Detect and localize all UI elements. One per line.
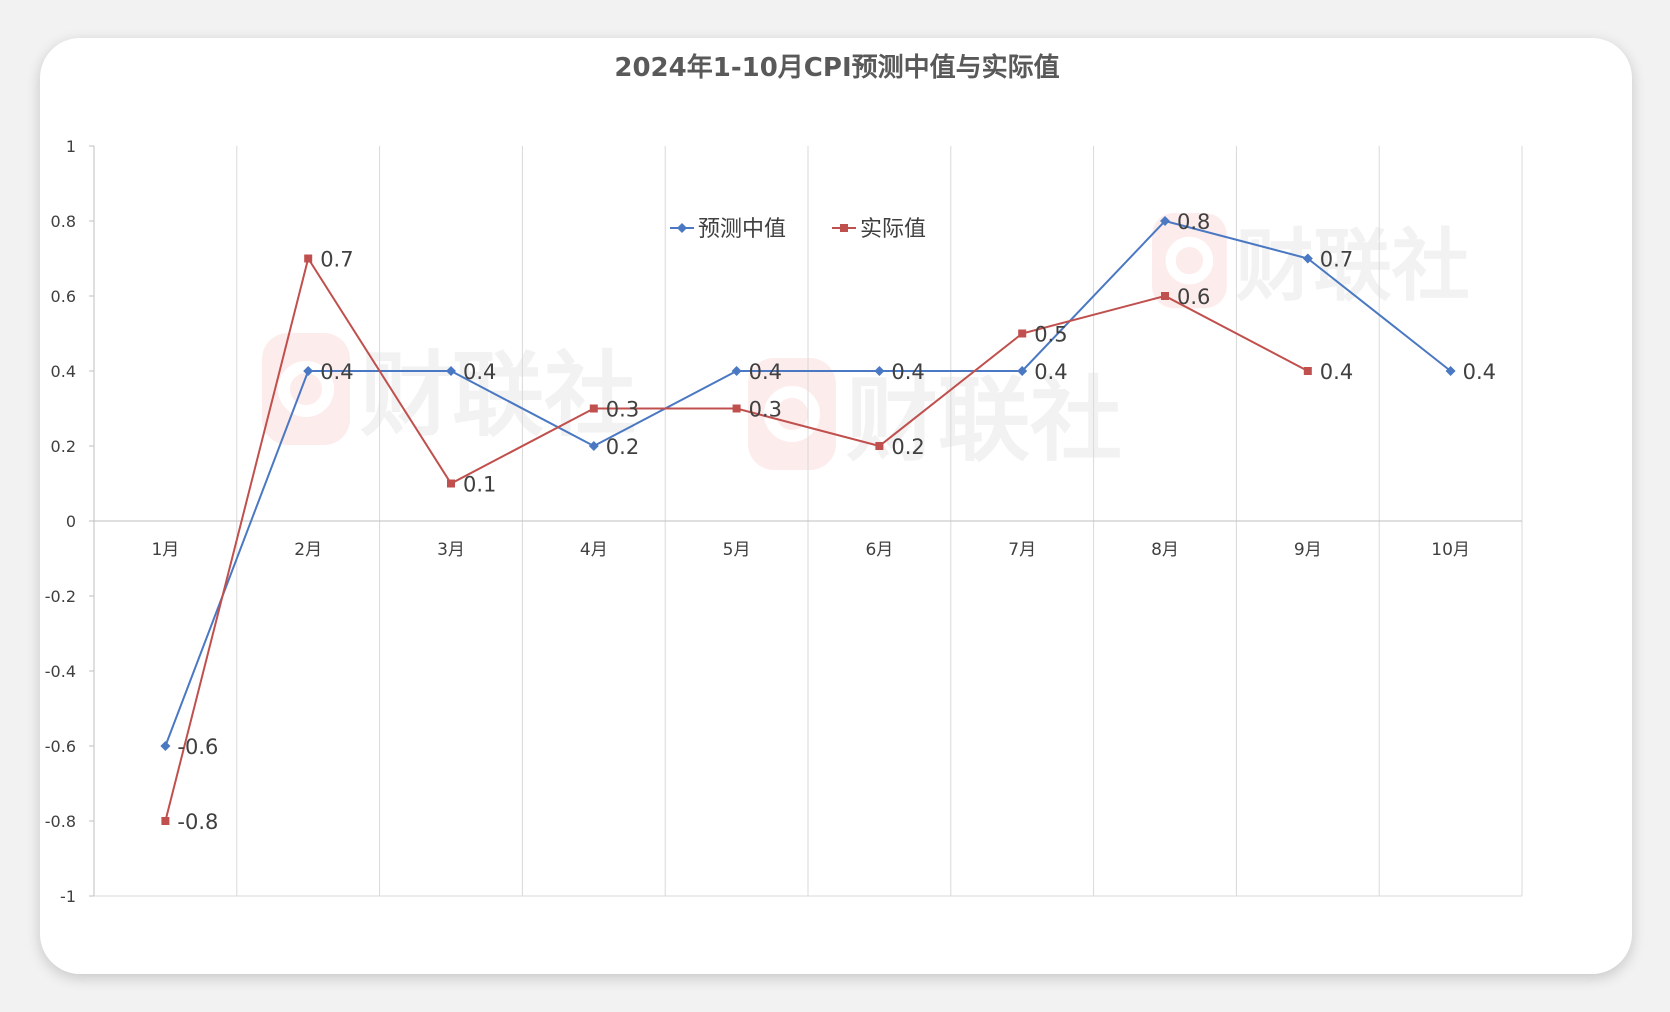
data-label: 0.6 <box>1177 285 1210 309</box>
data-label: 0.4 <box>1034 360 1067 384</box>
data-label-layer: -0.6 0.4 0.4 0.2 0.4 0.4 0.4 0.8 0.7 0.4 -0.8 0.7 0.… <box>177 210 1496 834</box>
x-tick-label: 3月 <box>437 540 465 560</box>
point-marker <box>1017 366 1028 376</box>
x-tick-label: 5月 <box>723 540 751 560</box>
legend-label: 实际值 <box>860 217 926 242</box>
series-layer <box>160 216 1456 825</box>
watermark-text: 财联社 <box>846 367 1122 474</box>
x-tick-label: 6月 <box>865 540 893 560</box>
y-tick-label: -1 <box>60 887 76 906</box>
point-marker <box>447 479 455 488</box>
watermark-logo-ring <box>1165 236 1214 285</box>
data-label: 0.5 <box>1034 323 1067 347</box>
point-marker <box>304 254 313 263</box>
y-tick-label: -0.2 <box>45 587 76 606</box>
watermark-logo-icon <box>748 358 836 470</box>
y-tick-label: 0.8 <box>51 212 76 231</box>
x-tick-label: 8月 <box>1151 540 1179 560</box>
point-marker <box>1018 329 1027 338</box>
y-tick-label: -0.4 <box>45 662 76 681</box>
y-tick-label: 0 <box>66 512 76 531</box>
point-marker <box>303 366 314 376</box>
data-label: 0.8 <box>1177 210 1210 234</box>
data-label: 0.4 <box>749 360 782 384</box>
watermark-1: 财联社 <box>748 358 1122 474</box>
watermark-logo-ring <box>278 361 334 417</box>
data-label: 0.4 <box>1463 360 1496 384</box>
point-marker <box>446 366 456 376</box>
legend-label: 预测中值 <box>698 217 786 242</box>
point-marker <box>1303 367 1312 375</box>
point-marker <box>160 741 171 751</box>
data-label: 0.4 <box>463 360 496 384</box>
watermark-2: 财联社 <box>1152 213 1470 312</box>
watermark-0: 财联社 <box>262 333 636 449</box>
legend-marker <box>677 223 687 233</box>
legend: 预测中值 实际值 <box>670 217 926 242</box>
y-tick-label: 0.6 <box>51 287 76 306</box>
chart-title: 2024年1-10月CPI预测中值与实际值 <box>614 52 1059 83</box>
data-label: -0.6 <box>177 735 218 759</box>
axis-layer: 1 0.8 0.6 0.4 0.2 0 -0.2 -0.4 -0.6 -0.8 -1 1月 2月 3月 4月… <box>45 137 1522 906</box>
x-tick-label: 4月 <box>580 540 608 560</box>
data-label: 0.4 <box>320 360 353 384</box>
y-tick-label: -0.8 <box>45 812 76 831</box>
x-tick-label: 9月 <box>1294 540 1322 560</box>
x-tick-label: 7月 <box>1008 540 1036 560</box>
y-tick-label: 0.4 <box>51 362 76 381</box>
y-tick-label: -0.6 <box>45 737 76 756</box>
data-label: 0.7 <box>320 248 353 272</box>
data-label: 0.2 <box>606 435 639 459</box>
point-marker <box>161 817 170 825</box>
data-label: 0.2 <box>891 435 924 459</box>
legend-marker <box>840 224 848 232</box>
data-label: 0.4 <box>1320 360 1353 384</box>
data-label: 0.3 <box>749 398 782 422</box>
watermark-logo-ring <box>764 386 820 442</box>
data-label: -0.8 <box>177 810 218 834</box>
y-tick-label: 1 <box>66 137 76 156</box>
watermark-text: 财联社 <box>1235 221 1470 312</box>
x-tick-label: 2月 <box>294 540 322 560</box>
point-marker <box>1445 366 1456 376</box>
point-marker <box>1302 253 1313 264</box>
x-tick-label: 1月 <box>151 540 179 560</box>
point-marker <box>874 366 885 376</box>
watermark-logo-icon <box>1152 213 1227 309</box>
point-marker <box>1161 292 1169 300</box>
data-label: 0.1 <box>463 473 496 497</box>
data-label: 0.3 <box>606 398 639 422</box>
point-marker <box>588 441 599 451</box>
point-marker <box>589 404 598 413</box>
watermark-logo-icon <box>262 333 350 445</box>
chart-card: 财联社 财联社 财联社 1 0.8 0.6 0.4 0.2 0 -0.2 -0.4 -0.6 -0.8… <box>40 38 1632 974</box>
point-marker <box>875 442 884 450</box>
data-label: 0.4 <box>891 360 924 384</box>
data-label: 0.7 <box>1320 248 1353 272</box>
x-tick-label: 10月 <box>1431 540 1470 560</box>
y-tick-label: 0.2 <box>51 437 76 456</box>
point-marker <box>731 366 742 376</box>
point-marker <box>732 404 741 413</box>
point-marker <box>1160 216 1170 226</box>
